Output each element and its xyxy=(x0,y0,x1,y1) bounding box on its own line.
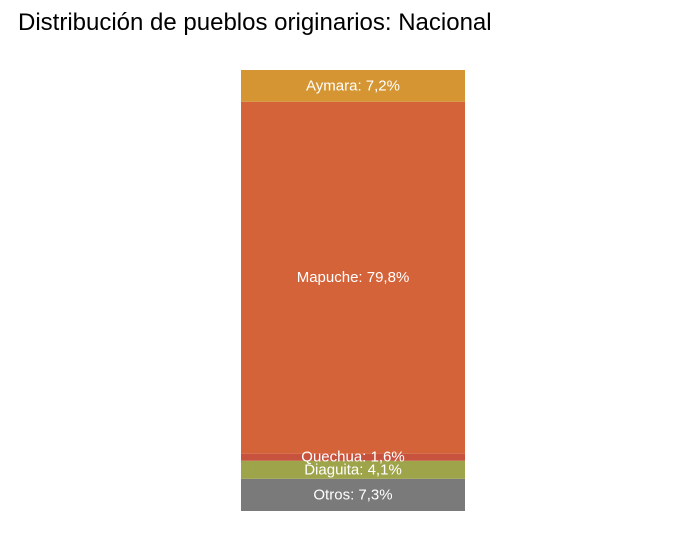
bar-segment-quechua xyxy=(241,453,465,461)
segment-label-diaguita: Diaguita: 4,1% xyxy=(304,461,402,478)
chart-title: Distribución de pueblos originarios: Nac… xyxy=(18,9,492,36)
bar-segment-diaguita xyxy=(241,460,465,479)
segment-label-otros: Otros: 7,3% xyxy=(313,486,392,503)
bar-segment-otros xyxy=(241,478,465,511)
segment-label-quechua: Quechua: 1,6% xyxy=(301,449,404,466)
segment-label-aymara: Aymara: 7,2% xyxy=(306,77,400,94)
bar-segment-aymara xyxy=(241,70,465,102)
segment-label-mapuche: Mapuche: 79,8% xyxy=(297,269,410,286)
segment-labels: Otros: 7,3% Diaguita: 4,1%Quechua: 1,6% Ma… xyxy=(297,77,410,503)
bar-segments xyxy=(241,70,465,511)
bar-segment-mapuche xyxy=(241,101,465,454)
